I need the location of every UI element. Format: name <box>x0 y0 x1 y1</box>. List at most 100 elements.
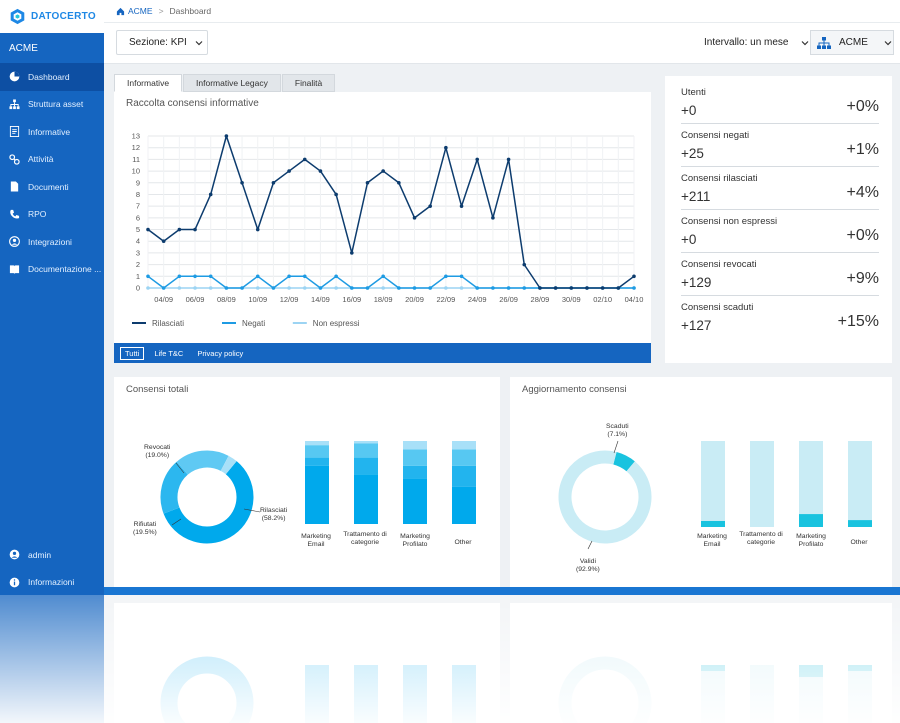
reflection-donut <box>160 656 254 723</box>
x-tick-label: 28/09 <box>531 295 550 304</box>
x-tick-label: 14/09 <box>311 295 330 304</box>
sidebar-item-label: Informazioni <box>28 577 75 588</box>
link-icon <box>9 154 20 165</box>
bar-segment <box>452 486 476 524</box>
breadcrumb-home[interactable]: ACME <box>116 6 153 16</box>
sidebar-item-documentazione[interactable]: Documentazione ... <box>0 256 104 284</box>
interval-select[interactable]: Intervallo: un mese <box>704 37 809 48</box>
donut-label-scaduti: Scaduti (7.1%) <box>606 423 629 439</box>
legend-label: Rilasciati <box>152 319 184 328</box>
stat-consensi-scaduti: Consensi scaduti +127 +15% <box>681 299 879 339</box>
sidebar-item-dashboard[interactable]: Dashboard <box>0 63 104 91</box>
bar-segment <box>799 514 823 527</box>
tab-informative[interactable]: Informative <box>114 74 183 92</box>
x-tick-label: 12/09 <box>280 295 299 304</box>
y-tick-label: 0 <box>136 284 140 293</box>
sidebar-item-informazioni[interactable]: Informazioni <box>0 569 104 597</box>
reflection-card <box>114 603 500 723</box>
bar-segment <box>452 449 476 466</box>
bar-segment <box>403 449 427 466</box>
filter-life-tc[interactable]: Life T&C <box>154 348 184 358</box>
filter-privacy-policy[interactable]: Privacy policy <box>197 348 244 358</box>
sidebar-item-admin[interactable]: admin <box>0 541 104 569</box>
x-tick-label: 06/09 <box>186 295 205 304</box>
filter-tutti[interactable]: Tutti <box>120 346 145 360</box>
data-point <box>506 286 511 290</box>
y-tick-label: 5 <box>136 225 140 234</box>
data-point <box>397 286 401 290</box>
sidebar-item-informative[interactable]: Informative <box>0 118 104 146</box>
sidebar-item-label: Attività <box>28 154 54 165</box>
tab-finalita[interactable]: Finalità <box>281 74 336 92</box>
sidebar-item-rpo[interactable]: RPO <box>0 201 104 229</box>
legend-label: Negati <box>242 319 265 328</box>
data-point <box>302 274 307 279</box>
tab-informative-legacy[interactable]: Informative Legacy <box>183 74 281 92</box>
data-point <box>161 286 166 290</box>
reflection-bar <box>799 665 823 723</box>
sidebar: DATOCERTO ACME Dashboard Struttura asset… <box>0 0 104 723</box>
bar-segment <box>354 441 378 444</box>
reflection-bar-top <box>701 665 725 671</box>
sidebar-item-struttura-asset[interactable]: Struttura asset <box>0 91 104 119</box>
data-point <box>459 286 464 290</box>
bar-segment <box>305 465 329 524</box>
reflection-bar-top <box>848 665 872 671</box>
org-select[interactable]: ACME <box>810 30 894 55</box>
sidebar-item-attivita[interactable]: Attività <box>0 146 104 174</box>
reflection-bar <box>354 665 378 723</box>
stat-value: +25 <box>681 146 704 161</box>
reflection-bar <box>848 665 872 723</box>
consensi-totali-title: Consensi totali <box>126 384 189 395</box>
x-tick-label: 02/10 <box>593 295 612 304</box>
leader-line <box>587 540 593 550</box>
sidebar-item-integrazioni[interactable]: Integrazioni <box>0 228 104 256</box>
line-chart-title: Raccolta consensi informative <box>126 98 259 109</box>
filter-bar: Tutti Life T&C Privacy policy <box>114 343 651 363</box>
leader-line <box>171 518 182 526</box>
donut-label-rifiutati: Rifiutati (19.5%) <box>133 521 157 537</box>
stat-percent: +4% <box>846 184 879 201</box>
stat-label: Utenti <box>681 87 706 98</box>
data-point <box>334 286 338 290</box>
data-point <box>208 192 213 197</box>
sidebar-org: ACME <box>0 33 104 63</box>
y-tick-label: 13 <box>132 132 140 141</box>
data-point <box>585 286 589 290</box>
data-point <box>412 286 417 290</box>
sidebar-item-label: admin <box>28 549 52 560</box>
x-tick-label: 20/09 <box>405 295 424 304</box>
bar-label: Marketing Profilato <box>400 533 430 549</box>
user-circle-icon <box>9 236 20 248</box>
stat-percent: +15% <box>837 313 879 330</box>
brand[interactable]: DATOCERTO <box>0 0 104 33</box>
stat-percent: +0% <box>846 98 879 115</box>
data-point <box>444 145 448 150</box>
bar-label: Other <box>850 539 868 546</box>
bar-segment <box>452 441 476 450</box>
stat-value: +127 <box>681 318 712 333</box>
chevron-down-icon <box>884 40 892 45</box>
data-point <box>444 274 448 279</box>
data-point <box>177 227 182 232</box>
stat-consensi-negati: Consensi negati +25 +1% <box>681 127 879 167</box>
sidebar-item-documenti[interactable]: Documenti <box>0 173 104 201</box>
y-tick-label: 10 <box>132 167 140 176</box>
data-point <box>632 274 636 279</box>
reflection-bar <box>750 665 774 723</box>
reflection-chart <box>160 656 476 723</box>
data-point <box>381 274 385 279</box>
data-point <box>491 286 495 290</box>
stat-value: +129 <box>681 275 712 290</box>
data-point <box>632 286 636 290</box>
reflection-fade <box>0 595 900 723</box>
bar-segment <box>305 441 329 446</box>
x-tick-label: 18/09 <box>374 295 393 304</box>
aggiornamento-donut <box>558 440 872 550</box>
data-point <box>491 216 495 220</box>
data-point <box>522 262 527 267</box>
data-point <box>271 286 276 290</box>
user-icon <box>9 549 20 560</box>
section-select[interactable]: Sezione: KPI <box>116 30 208 55</box>
data-point <box>318 169 323 173</box>
